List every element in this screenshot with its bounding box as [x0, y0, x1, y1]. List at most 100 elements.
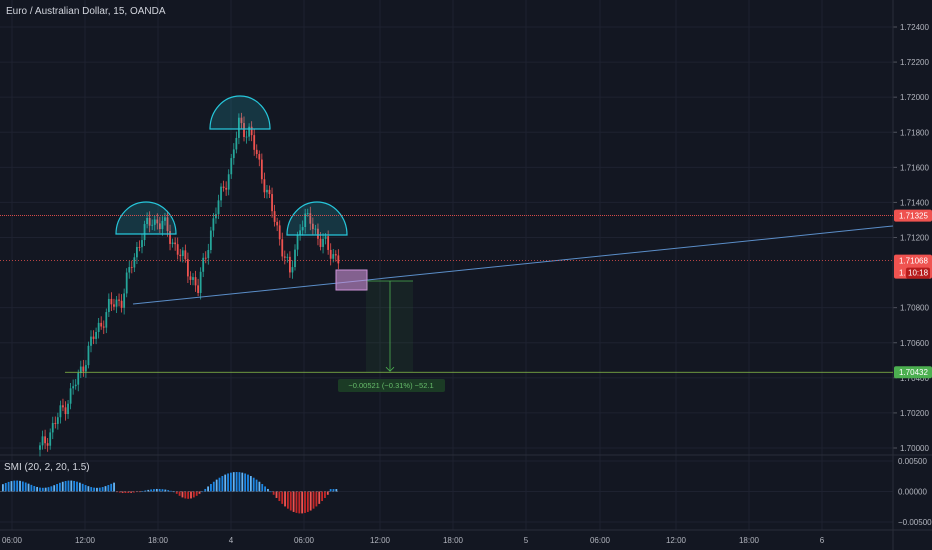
smi-bar	[326, 491, 329, 495]
smi-bar	[118, 491, 121, 493]
smi-bar	[19, 480, 21, 492]
candle-body	[79, 366, 82, 374]
candle-body	[171, 242, 174, 244]
smi-bar	[121, 491, 124, 493]
x-tick-label: 06:00	[294, 536, 315, 545]
candle-body	[158, 223, 161, 230]
smi-bar	[130, 491, 133, 493]
smi-bar	[104, 486, 107, 492]
indicator-y-tick-label: −0.00500	[898, 518, 932, 527]
candle-body	[174, 242, 177, 245]
left-shoulder-arc	[115, 201, 177, 235]
smi-bar	[298, 491, 301, 514]
candle-body	[309, 213, 312, 224]
y-tick-label: 1.72400	[900, 23, 929, 32]
candle-body	[161, 220, 164, 230]
x-tick-label: 12:00	[370, 536, 391, 545]
candle-body	[141, 240, 143, 248]
candle-body	[304, 213, 307, 228]
candle-body	[44, 436, 46, 444]
smi-bar	[27, 483, 30, 492]
candle-body	[102, 326, 105, 328]
measure-area	[366, 281, 413, 373]
smi-bar	[195, 491, 198, 496]
candle-body	[324, 236, 327, 239]
measure-label-box	[338, 379, 445, 392]
candle-body	[90, 336, 92, 346]
candle-body	[317, 228, 319, 239]
candle-body	[153, 219, 156, 225]
smi-bar	[67, 480, 70, 492]
candle-body	[146, 217, 148, 225]
x-tick-label: 18:00	[443, 536, 464, 545]
smi-bar	[224, 474, 227, 492]
candle-body	[164, 217, 166, 221]
candle-body	[238, 117, 240, 138]
smi-bar	[13, 480, 16, 492]
smi-bar	[281, 491, 284, 504]
candle-body	[148, 217, 151, 226]
smi-bar	[198, 491, 201, 494]
candle-body	[299, 230, 301, 236]
candle-body	[87, 345, 90, 366]
candle-body	[329, 249, 332, 259]
smi-bar	[215, 479, 218, 492]
smi-bar	[141, 491, 144, 492]
candle-body	[222, 186, 225, 188]
right-shoulder-arc	[286, 201, 348, 236]
smi-bar	[2, 484, 4, 492]
smi-bar	[10, 481, 13, 492]
candle-body	[250, 126, 253, 136]
candle-body	[151, 224, 154, 226]
candle-body	[314, 228, 317, 230]
candle-body	[181, 250, 184, 257]
candle-body	[136, 246, 138, 258]
countdown-box	[906, 267, 930, 279]
smi-bar	[47, 487, 50, 492]
indicator-title: SMI (20, 2, 20, 1.5)	[4, 462, 90, 473]
measure-arrowhead	[385, 366, 395, 372]
smi-bar	[21, 481, 24, 492]
smi-bar	[7, 481, 10, 492]
candle-body	[156, 219, 159, 224]
smi-bar	[30, 484, 33, 492]
candle-body	[212, 218, 215, 231]
candle-body	[243, 123, 245, 137]
candle-body	[130, 267, 133, 268]
candle-body	[82, 366, 85, 372]
smi-bar	[170, 490, 172, 492]
candle-body	[301, 227, 304, 231]
candle-body	[217, 200, 220, 215]
smi-bar	[247, 474, 249, 492]
chart-title: Euro / Australian Dollar, 15, OANDA	[6, 6, 166, 17]
neckline-trendline	[132, 225, 894, 305]
smi-bar	[16, 480, 19, 492]
smi-bar	[315, 491, 318, 507]
smi-bar	[138, 491, 141, 493]
candle-body	[115, 299, 118, 307]
smi-bar	[155, 488, 158, 492]
smi-bar	[218, 477, 221, 492]
candle-body	[248, 126, 250, 137]
smi-bar	[110, 483, 113, 492]
smi-bar	[324, 491, 326, 498]
smi-bar	[230, 472, 232, 492]
smi-bar	[267, 488, 269, 492]
smi-bar	[24, 482, 27, 492]
smi-bar	[287, 491, 289, 509]
candle-body	[179, 254, 182, 257]
y-tick-label: 1.71600	[900, 163, 929, 172]
candle-body	[166, 217, 169, 232]
smi-bar	[44, 487, 47, 492]
smi-bar	[135, 491, 138, 493]
smi-bar	[61, 481, 64, 492]
smi-bar	[201, 491, 204, 493]
candle-body	[291, 267, 294, 273]
candle-body	[245, 136, 248, 138]
candle-body	[294, 249, 296, 268]
smi-bar	[41, 487, 44, 492]
candle-body	[207, 250, 210, 259]
candle-body	[220, 186, 222, 201]
smi-bar	[164, 489, 167, 492]
